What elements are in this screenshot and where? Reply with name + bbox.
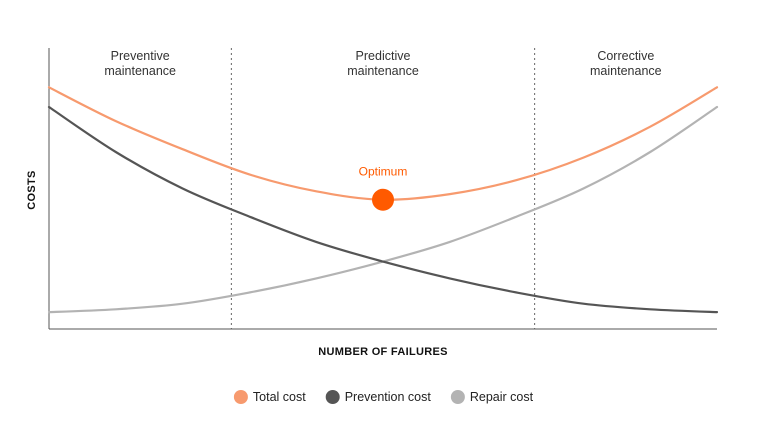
region-label-preventive: Preventive maintenance xyxy=(104,49,176,78)
axes: COSTS NUMBER OF FAILURES xyxy=(26,48,717,358)
region-label-corrective: Corrective maintenance xyxy=(590,49,662,78)
y-axis-title: COSTS xyxy=(26,170,38,209)
series-line-total xyxy=(47,86,719,201)
region-label-corrective-line: maintenance xyxy=(590,64,662,78)
region-dividers xyxy=(230,48,536,329)
optimum-marker xyxy=(372,188,394,211)
legend-item-repair: Repair cost xyxy=(450,390,534,404)
region-label-preventive-line: Preventive xyxy=(111,49,170,63)
series-line-prevention xyxy=(47,105,719,314)
legend-label-repair: Repair cost xyxy=(470,390,534,404)
legend: Total cost Prevention cost Repair cost xyxy=(233,390,534,404)
legend-swatch-repair xyxy=(450,390,465,404)
legend-item-total: Total cost xyxy=(233,390,306,404)
region-label-predictive-line: maintenance xyxy=(347,64,419,78)
region-label-predictive-line: Predictive xyxy=(356,49,411,63)
region-label-predictive: Predictive maintenance xyxy=(347,49,419,78)
legend-swatch-total xyxy=(233,390,248,404)
x-axis-title: NUMBER OF FAILURES xyxy=(318,346,447,358)
region-label-preventive-line: maintenance xyxy=(104,64,176,78)
annotations: Optimum xyxy=(359,165,408,211)
legend-label-prevention: Prevention cost xyxy=(345,390,432,404)
region-label-corrective-line: Corrective xyxy=(597,49,654,63)
legend-label-total: Total cost xyxy=(253,390,306,404)
legend-item-prevention: Prevention cost xyxy=(325,390,432,404)
optimum-label: Optimum xyxy=(359,165,408,179)
legend-swatch-prevention xyxy=(325,390,340,404)
